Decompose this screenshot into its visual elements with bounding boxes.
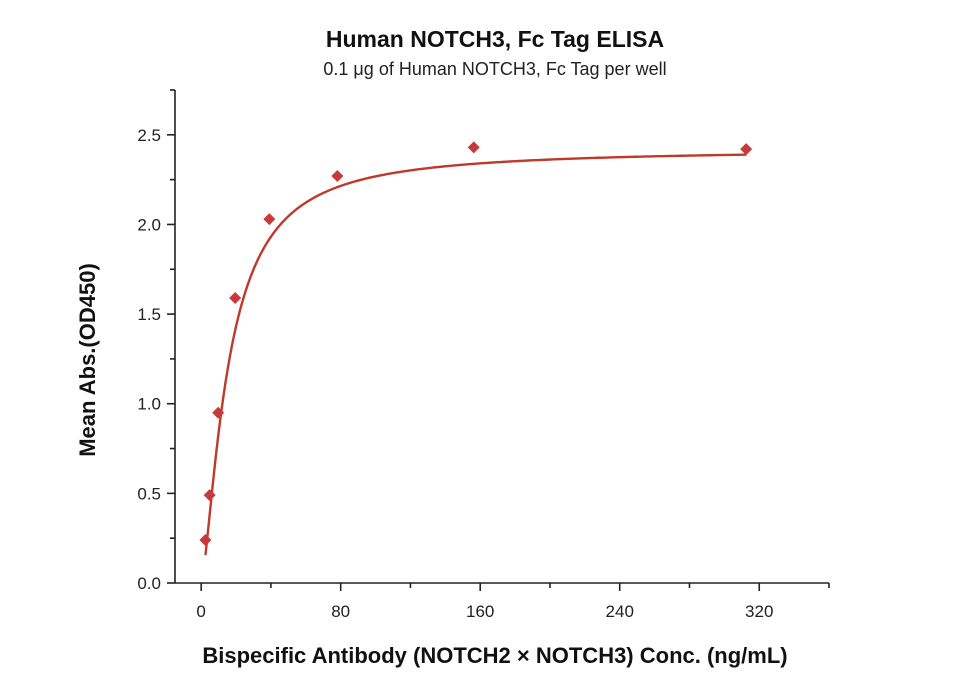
y-ticks: 0.0 0.5 1.0 1.5 2.0 2.5 [137,89,175,593]
y-tick-label: 1.0 [137,395,161,414]
x-tick-label: 240 [606,602,634,621]
y-tick-label: 0.0 [137,574,161,593]
x-tick-label: 0 [196,602,205,621]
x-axis-label: Bispecific Antibody (NOTCH2 × NOTCH3) Co… [202,643,787,668]
y-tick-label: 2.0 [137,215,161,234]
axes [174,90,829,584]
data-point [199,533,212,546]
data-point [331,170,344,183]
x-tick-label: 80 [331,602,350,621]
data-point [467,141,480,154]
data-point [263,213,276,226]
y-tick-label: 1.5 [137,305,161,324]
fit-curve [204,153,747,556]
y-tick-label: 0.5 [137,484,161,503]
data-point [740,143,753,156]
x-tick-label: 160 [466,602,494,621]
x-tick-label: 320 [745,602,773,621]
x-ticks: 0 80 160 240 320 [196,583,830,621]
y-tick-label: 2.5 [137,126,161,145]
data-point [203,489,216,502]
chart-title: Human NOTCH3, Fc Tag ELISA [326,26,664,52]
data-point [212,406,225,419]
data-point [229,291,242,304]
chart-subtitle: 0.1 μg of Human NOTCH3, Fc Tag per well [323,59,666,79]
y-axis-label: Mean Abs.(OD450) [75,263,100,457]
series-layer [199,141,753,556]
